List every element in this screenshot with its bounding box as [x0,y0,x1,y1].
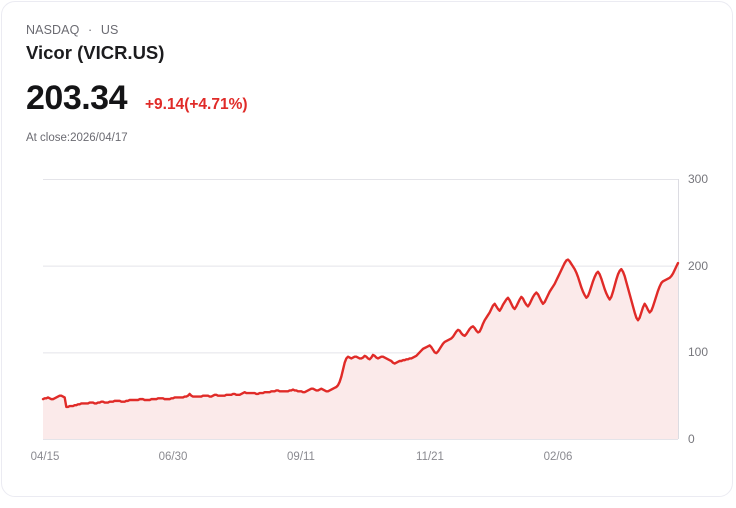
y-axis-tick-label: 100 [688,345,709,360]
y-axis-tick-label: 0 [688,432,695,446]
exchange-label: NASDAQ [26,23,80,37]
price-row: 203.34 +9.14(+4.71%) [26,78,666,118]
stock-quote-card: NASDAQ · US Vicor (VICR.US) 203.34 +9.14… [1,1,733,497]
x-axis-tick-label: 04/15 [30,451,60,463]
price-chart[interactable]: 0 100 200 300 04/15 06/30 09/11 11/21 02/06 [2,160,733,480]
x-axis-tick-label: 09/11 [287,451,315,463]
chart-line [41,258,680,409]
y-axis-tick-label: 300 [688,172,709,186]
chart-area-fill [43,259,678,439]
quote-header: NASDAQ · US Vicor (VICR.US) 203.34 +9.14… [26,22,666,146]
page-title: Vicor (VICR.US) [26,42,165,63]
y-axis-tick-label: 200 [688,258,709,273]
separator-dot: · [87,23,93,37]
x-axis-tick-label: 11/21 [416,451,444,463]
x-axis-tick-label: 02/06 [543,451,573,463]
chart-canvas[interactable] [2,160,733,480]
x-axis-tick-label: 06/30 [158,451,188,463]
exchange-row: NASDAQ · US [26,22,666,38]
market-status: At close:2026/04/17 [26,132,128,144]
price-change: +9.14(+4.71%) [145,96,248,113]
region-label: US [100,23,119,37]
current-price: 203.34 [26,79,128,117]
